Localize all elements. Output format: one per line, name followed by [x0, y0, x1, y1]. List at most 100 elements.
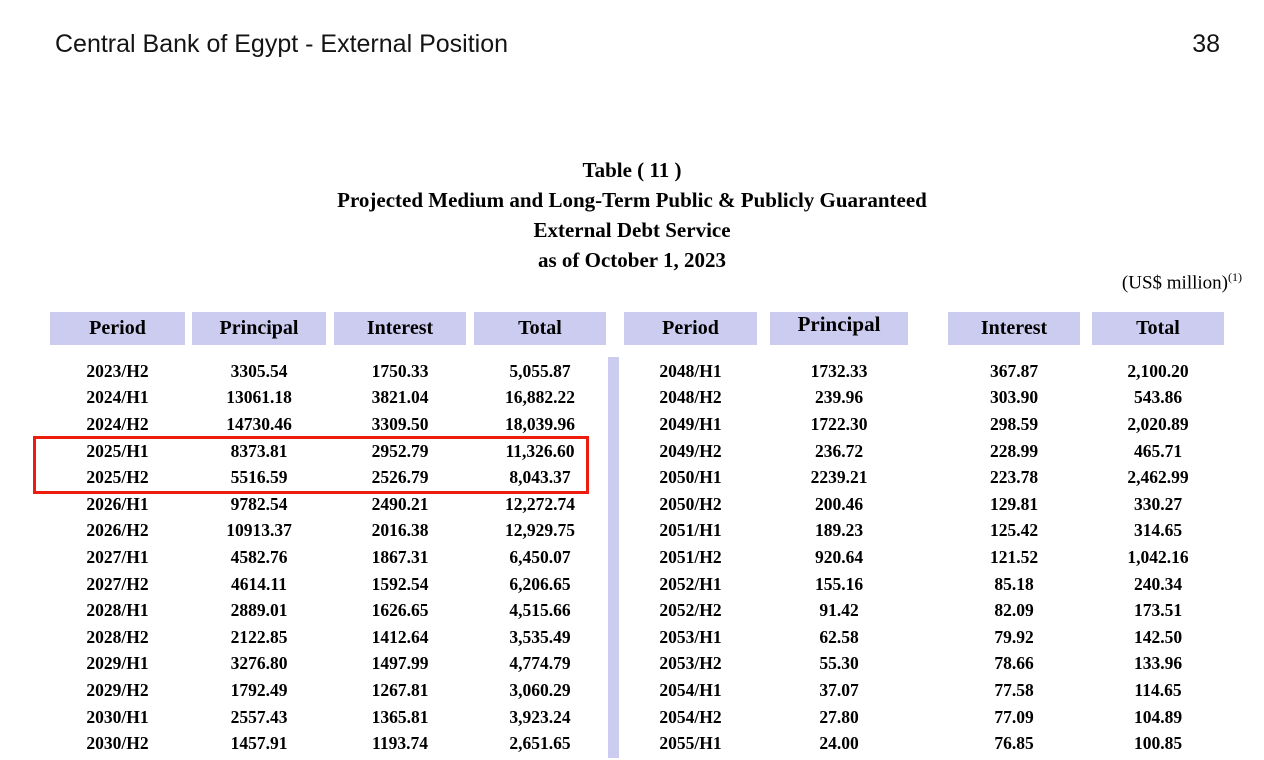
column-gap — [757, 312, 770, 345]
column-gap — [1080, 312, 1092, 345]
value-cell: 1592.54 — [371, 573, 429, 594]
footnote-reference: (1) — [1228, 270, 1242, 284]
value-cell: 3,923.24 — [509, 706, 571, 727]
period-cell: 2029/H2 — [86, 679, 149, 700]
value-cell: 200.46 — [814, 493, 864, 514]
value-cell: 62.58 — [819, 626, 859, 647]
period-cell: 2025/H1 — [86, 440, 149, 461]
value-cell: 2557.43 — [230, 706, 288, 727]
column-gap — [185, 312, 192, 345]
column-gap — [326, 312, 334, 345]
value-cell: 4,774.79 — [509, 653, 571, 674]
value-cell: 1722.30 — [810, 413, 868, 434]
value-cell: 2016.38 — [371, 520, 429, 541]
value-cell: 55.30 — [819, 653, 859, 674]
document-title: Central Bank of Egypt - External Positio… — [55, 30, 509, 58]
column-header-total: Total — [1092, 312, 1224, 345]
period-cell: 2029/H1 — [86, 653, 149, 674]
value-cell: 85.18 — [994, 573, 1034, 594]
value-cell: 1792.49 — [230, 679, 288, 700]
period-cell: 2052/H2 — [659, 600, 722, 621]
value-cell: 303.90 — [989, 387, 1039, 408]
table-title-line: Projected Medium and Long-Term Public & … — [337, 188, 927, 212]
value-cell: 314.65 — [1133, 520, 1183, 541]
period-cell: 2025/H2 — [86, 467, 149, 488]
value-cell: 77.09 — [994, 706, 1034, 727]
column-header-principal: Principal — [770, 312, 908, 345]
period-cell: 2024/H1 — [86, 387, 149, 408]
value-cell: 173.51 — [1133, 600, 1183, 621]
value-cell: 223.78 — [989, 467, 1039, 488]
period-cell: 2026/H1 — [86, 493, 149, 514]
value-cell: 4614.11 — [231, 573, 287, 594]
period-cell: 2054/H2 — [659, 706, 722, 727]
value-cell: 3309.50 — [371, 413, 429, 434]
value-cell: 79.92 — [994, 626, 1034, 647]
value-cell: 228.99 — [989, 440, 1039, 461]
value-cell: 1365.81 — [371, 706, 429, 727]
value-cell: 155.16 — [814, 573, 864, 594]
value-cell: 13061.18 — [226, 387, 292, 408]
value-cell: 1750.33 — [371, 360, 429, 381]
table-divider-bar — [608, 357, 619, 758]
period-cell: 2027/H1 — [86, 546, 149, 567]
value-cell: 24.00 — [819, 733, 859, 754]
value-cell: 11,326.60 — [505, 440, 575, 461]
value-cell: 8,043.37 — [509, 467, 571, 488]
value-cell: 76.85 — [994, 733, 1034, 754]
value-cell: 12,929.75 — [505, 520, 575, 541]
value-cell: 10913.37 — [226, 520, 292, 541]
period-cell: 2028/H2 — [86, 626, 149, 647]
value-cell: 18,039.96 — [505, 413, 575, 434]
value-cell: 78.66 — [994, 653, 1034, 674]
value-cell: 14730.46 — [226, 413, 292, 434]
value-cell: 4582.76 — [230, 546, 288, 567]
value-cell: 77.58 — [994, 679, 1034, 700]
period-cell: 2030/H1 — [86, 706, 149, 727]
value-cell: 5516.59 — [230, 467, 288, 488]
value-cell: 920.64 — [814, 546, 864, 567]
table-number-title: Table ( 11 ) — [582, 158, 682, 182]
value-cell: 5,055.87 — [509, 360, 571, 381]
value-cell: 2122.85 — [230, 626, 288, 647]
value-cell: 1412.64 — [371, 626, 429, 647]
value-cell: 100.85 — [1133, 733, 1183, 754]
document-header: Central Bank of Egypt - External Positio… — [55, 30, 1220, 59]
value-cell: 82.09 — [994, 600, 1034, 621]
value-cell: 27.80 — [819, 706, 859, 727]
value-cell: 2490.21 — [371, 493, 429, 514]
value-cell: 129.81 — [989, 493, 1039, 514]
value-cell: 121.52 — [989, 546, 1039, 567]
value-cell: 3,535.49 — [509, 626, 571, 647]
value-cell: 37.07 — [819, 679, 859, 700]
value-cell: 6,206.65 — [509, 573, 571, 594]
value-cell: 1867.31 — [371, 546, 429, 567]
table-as-of-date: as of October 1, 2023 — [537, 248, 726, 272]
value-cell: 2239.21 — [810, 467, 868, 488]
value-cell: 330.27 — [1133, 493, 1183, 514]
period-cell: 2054/H1 — [659, 679, 722, 700]
value-cell: 104.89 — [1133, 706, 1183, 727]
period-cell: 2048/H2 — [659, 387, 722, 408]
value-cell: 6,450.07 — [509, 546, 571, 567]
value-cell: 543.86 — [1133, 387, 1183, 408]
value-cell: 465.71 — [1133, 440, 1183, 461]
value-cell: 1267.81 — [371, 679, 429, 700]
value-cell: 4,515.66 — [509, 600, 571, 621]
value-cell: 1193.74 — [372, 733, 428, 754]
value-cell: 1626.65 — [371, 600, 429, 621]
value-cell: 133.96 — [1133, 653, 1183, 674]
value-cell: 189.23 — [814, 520, 864, 541]
page-number: 38 — [1192, 30, 1220, 58]
period-cell: 2027/H2 — [86, 573, 149, 594]
period-cell: 2049/H1 — [659, 413, 722, 434]
value-cell: 3276.80 — [230, 653, 288, 674]
units-text: (US$ million) — [1121, 272, 1228, 294]
period-cell: 2026/H2 — [86, 520, 149, 541]
period-cell: 2055/H1 — [659, 733, 722, 754]
value-cell: 2,651.65 — [509, 733, 571, 754]
value-cell: 2952.79 — [371, 440, 429, 461]
value-cell: 142.50 — [1133, 626, 1183, 647]
value-cell: 1457.91 — [230, 733, 288, 754]
